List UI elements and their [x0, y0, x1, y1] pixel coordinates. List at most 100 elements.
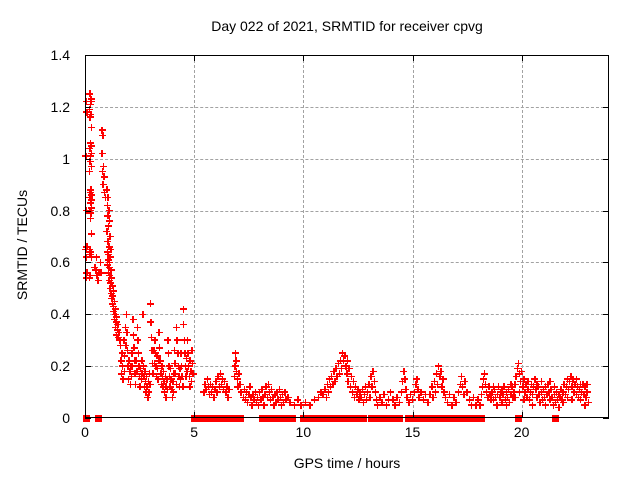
data-point — [250, 396, 258, 404]
data-point — [438, 383, 446, 391]
data-point — [184, 349, 192, 357]
x-tick-mark — [194, 412, 196, 418]
data-point — [581, 383, 589, 391]
data-point — [257, 396, 265, 404]
data-point — [129, 331, 137, 339]
data-point — [494, 391, 502, 399]
data-point — [232, 349, 240, 357]
data-point — [223, 383, 231, 391]
data-point — [533, 380, 541, 388]
data-point — [382, 401, 390, 409]
data-point — [163, 375, 171, 383]
data-point — [239, 393, 247, 401]
data-point — [553, 388, 561, 396]
data-point — [479, 375, 487, 383]
data-point — [414, 385, 422, 393]
data-point — [87, 209, 95, 217]
data-point — [319, 391, 327, 399]
data-point — [481, 370, 489, 378]
data-point — [500, 383, 508, 391]
data-point — [126, 380, 134, 388]
data-point — [147, 300, 154, 308]
data-point — [108, 282, 116, 290]
data-point — [457, 380, 465, 388]
data-point — [544, 380, 552, 388]
data-point — [503, 393, 511, 401]
data-point — [180, 321, 188, 329]
data-point — [517, 378, 525, 386]
data-point — [210, 393, 218, 401]
data-point — [568, 396, 576, 404]
data-point — [581, 401, 589, 409]
data-point — [126, 367, 134, 375]
data-point — [583, 380, 591, 388]
data-point — [236, 380, 244, 388]
data-point — [110, 315, 118, 323]
data-point — [104, 194, 112, 202]
data-point — [324, 388, 332, 396]
data-point — [429, 393, 437, 401]
data-point — [411, 388, 419, 396]
data-point — [118, 349, 126, 357]
data-point — [534, 383, 542, 391]
y-tick-mark — [85, 55, 91, 56]
data-point — [478, 383, 486, 391]
data-point — [161, 388, 169, 396]
data-point — [489, 383, 497, 391]
data-point — [249, 391, 257, 399]
data-point — [186, 357, 194, 365]
grid-line-horizontal — [85, 106, 609, 108]
data-point — [545, 388, 553, 396]
data-point — [87, 271, 95, 279]
data-point — [129, 315, 137, 323]
data-point — [502, 401, 510, 409]
data-point — [221, 378, 229, 386]
grid-line-horizontal — [85, 210, 609, 212]
data-point — [521, 388, 529, 396]
data-point — [415, 393, 423, 401]
data-point — [339, 349, 347, 357]
data-point — [343, 357, 351, 365]
data-point — [205, 391, 213, 399]
data-point — [511, 393, 519, 401]
data-point — [100, 173, 108, 181]
data-point — [458, 373, 466, 380]
data-point — [108, 300, 116, 308]
data-point — [110, 308, 118, 316]
data-point — [529, 401, 537, 409]
data-point — [122, 310, 130, 318]
data-point — [268, 385, 276, 393]
data-point — [105, 264, 113, 272]
y-tick-label: 1 — [62, 150, 70, 167]
data-point — [162, 393, 170, 401]
data-point — [158, 362, 166, 370]
data-point — [86, 157, 94, 165]
data-point — [419, 396, 427, 404]
data-point — [547, 385, 555, 393]
data-point — [155, 328, 163, 336]
data-point — [329, 380, 337, 388]
grid-line-horizontal — [85, 158, 609, 160]
grid-line-horizontal — [85, 314, 609, 316]
data-point — [435, 362, 443, 370]
data-point — [88, 253, 96, 261]
data-point — [262, 383, 270, 391]
data-point — [583, 388, 591, 396]
data-point — [512, 373, 520, 380]
data-point — [104, 269, 112, 277]
data-point — [555, 391, 563, 399]
data-point — [369, 367, 377, 375]
data-point — [538, 396, 546, 404]
x-tick-mark — [85, 412, 86, 418]
y-tick-mark — [85, 314, 91, 316]
data-point — [564, 393, 572, 401]
data-point — [519, 383, 527, 391]
data-point — [281, 388, 289, 396]
grid-line-vertical — [412, 55, 414, 418]
data-point — [282, 396, 290, 404]
data-point — [138, 357, 146, 365]
data-point — [109, 292, 117, 300]
data-point — [550, 383, 558, 391]
data-point — [211, 385, 219, 393]
data-point — [430, 378, 438, 386]
